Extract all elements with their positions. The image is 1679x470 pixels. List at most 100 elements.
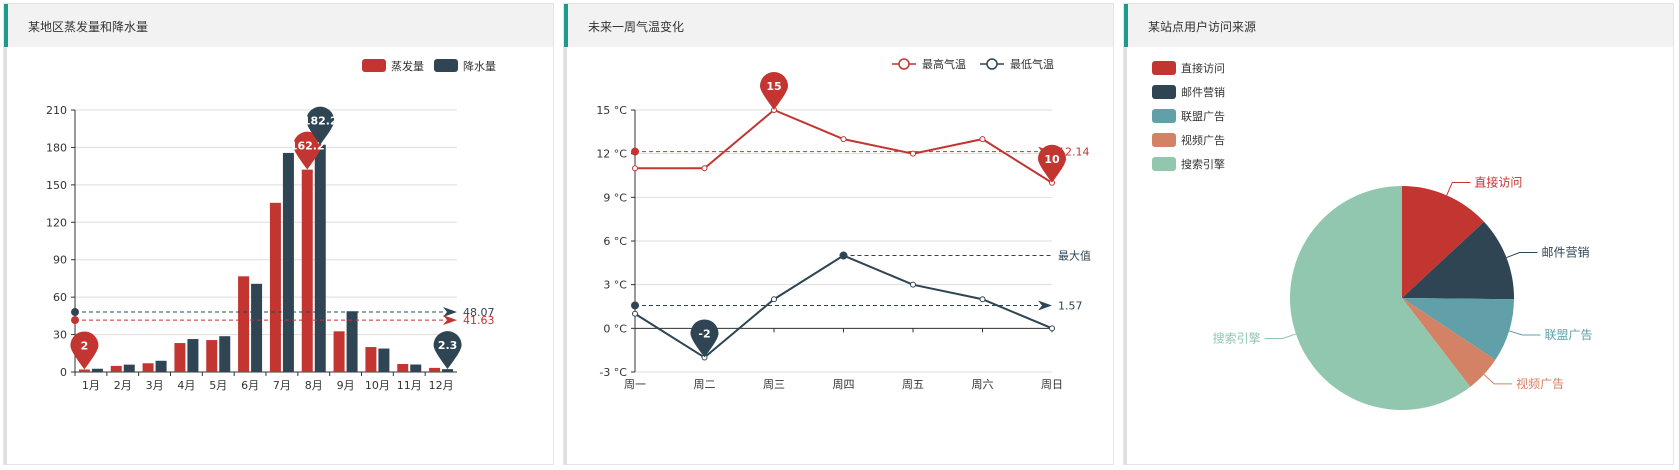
bar-evaporation (78, 369, 90, 372)
bar-evaporation (333, 331, 345, 372)
legend-item: 最低气温 (980, 57, 1054, 71)
bar-evaporation (365, 347, 377, 372)
legend-swatch (362, 59, 386, 72)
x-tick-label: 12月 (429, 379, 454, 392)
pie-slice (1402, 298, 1514, 360)
data-point (632, 310, 638, 317)
legend-label: 搜索引擎 (1181, 157, 1225, 171)
mean-label: 41.63 (463, 314, 495, 327)
panel-temperature: 未来一周气温变化 -3 °C 0 °C 3 °C 6 °C 9 °C 12 °C 15 °C… (563, 3, 1114, 465)
y-tick-label: 0 °C (603, 322, 627, 335)
pie-label-line (1508, 330, 1541, 336)
y-tick-label: 120 (46, 216, 67, 229)
avg-label: 12.14 (1058, 146, 1090, 159)
data-point (910, 281, 916, 288)
legend-swatch (1152, 61, 1176, 75)
data-point (701, 165, 708, 172)
min-pin-marker (690, 319, 719, 358)
mean-arrow (443, 315, 457, 326)
min-pin-marker (70, 331, 99, 370)
pie-label: 邮件营销 (1542, 246, 1590, 260)
max-pin-marker (293, 131, 322, 170)
min-pin-label: -2 (698, 327, 710, 340)
pie-label-line (1446, 181, 1471, 196)
legend-item: 最高气温 (892, 57, 966, 71)
pie-slice (1402, 298, 1496, 387)
legend-label: 联盟广告 (1181, 110, 1225, 123)
x-tick-label: 周五 (902, 378, 924, 391)
bar-precipitation (282, 152, 294, 372)
x-tick-label: 周日 (1041, 378, 1063, 391)
legend-label: 降水量 (463, 59, 496, 73)
panel-header: 未来一周气温变化 (564, 4, 1113, 47)
series-line (635, 108, 1053, 184)
data-point (979, 136, 986, 143)
legend-item: 联盟广告 (1152, 109, 1225, 123)
bar-precipitation (91, 368, 103, 372)
data-point (632, 165, 638, 172)
min-pin-marker (433, 331, 462, 370)
data-point (1049, 325, 1055, 332)
y-tick-label: 30 (53, 329, 67, 342)
bar-evaporation (301, 169, 313, 372)
bar-precipitation (155, 360, 167, 372)
legend-swatch-dot (986, 58, 998, 70)
panel-body: -3 °C 0 °C 3 °C 6 °C 9 °C 12 °C 15 °C 周一 周二 周三 周四 周… (564, 47, 1113, 464)
max-label: 最大值 (1058, 249, 1091, 263)
bar-precipitation (346, 311, 358, 372)
x-tick-label: 周六 (972, 378, 994, 391)
panel-title: 某地区蒸发量和降水量 (28, 20, 149, 34)
pie-label: 搜索引擎 (1213, 331, 1261, 346)
y-tick-label: 180 (46, 141, 67, 154)
legend-swatch (1152, 133, 1176, 147)
pie-label: 直接访问 (1474, 174, 1522, 189)
legend-label: 邮件营销 (1181, 85, 1225, 99)
panel-header: 某站点用户访问来源 (1124, 4, 1673, 47)
data-point (840, 136, 847, 143)
y-tick-label: 15 °C (596, 104, 627, 117)
legend-item: 搜索引擎 (1152, 157, 1225, 171)
pie-label: 视频广告 (1516, 376, 1564, 391)
panel-title: 某站点用户访问来源 (1148, 20, 1257, 34)
avg-label: 1.57 (1058, 299, 1083, 312)
y-tick-label: 12 °C (596, 148, 627, 161)
max-pin-marker (760, 72, 788, 110)
mean-arrow (443, 307, 457, 318)
bar-precipitation (251, 283, 263, 372)
x-tick-label: 10月 (365, 379, 390, 392)
x-tick-label: 1月 (82, 379, 100, 392)
max-pin-marker (306, 106, 335, 145)
data-point (979, 296, 986, 303)
panel-title: 未来一周气温变化 (588, 20, 685, 34)
pie-label-line (1264, 333, 1297, 340)
legend-label: 视频广告 (1181, 133, 1225, 147)
bar-evaporation (110, 365, 122, 372)
panel-header: 某地区蒸发量和降水量 (4, 4, 553, 47)
line-chart: -3 °C 0 °C 3 °C 6 °C 9 °C 12 °C 15 °C 周一 周二 周三 周四 周… (596, 57, 1091, 391)
avg-arrow (1038, 300, 1052, 311)
legend-item: 蒸发量 (362, 59, 424, 73)
data-point (771, 296, 777, 303)
bar-evaporation (238, 276, 250, 372)
bar-precipitation (314, 144, 326, 372)
x-tick-label: 周四 (833, 378, 855, 391)
y-tick-label: 90 (53, 254, 67, 267)
x-tick-label: 2月 (114, 379, 132, 392)
bar-evaporation (142, 363, 154, 372)
pie-slice (1290, 186, 1471, 410)
bar-precipitation (442, 369, 454, 372)
data-point (910, 150, 916, 157)
legend-swatch (1152, 109, 1176, 123)
bar-evaporation (206, 340, 218, 372)
y-tick-label: 60 (53, 291, 67, 304)
bar-evaporation (429, 367, 441, 372)
bar-precipitation (187, 339, 199, 372)
bar-precipitation (219, 336, 231, 372)
y-tick-label: 6 °C (603, 235, 627, 248)
legend-item: 视频广告 (1152, 133, 1225, 147)
x-tick-label: 4月 (177, 379, 195, 392)
bar-precipitation (378, 348, 390, 372)
bar-precipitation (123, 364, 135, 372)
x-tick-label: 8月 (305, 379, 323, 392)
mean-label: 48.07 (463, 306, 495, 319)
